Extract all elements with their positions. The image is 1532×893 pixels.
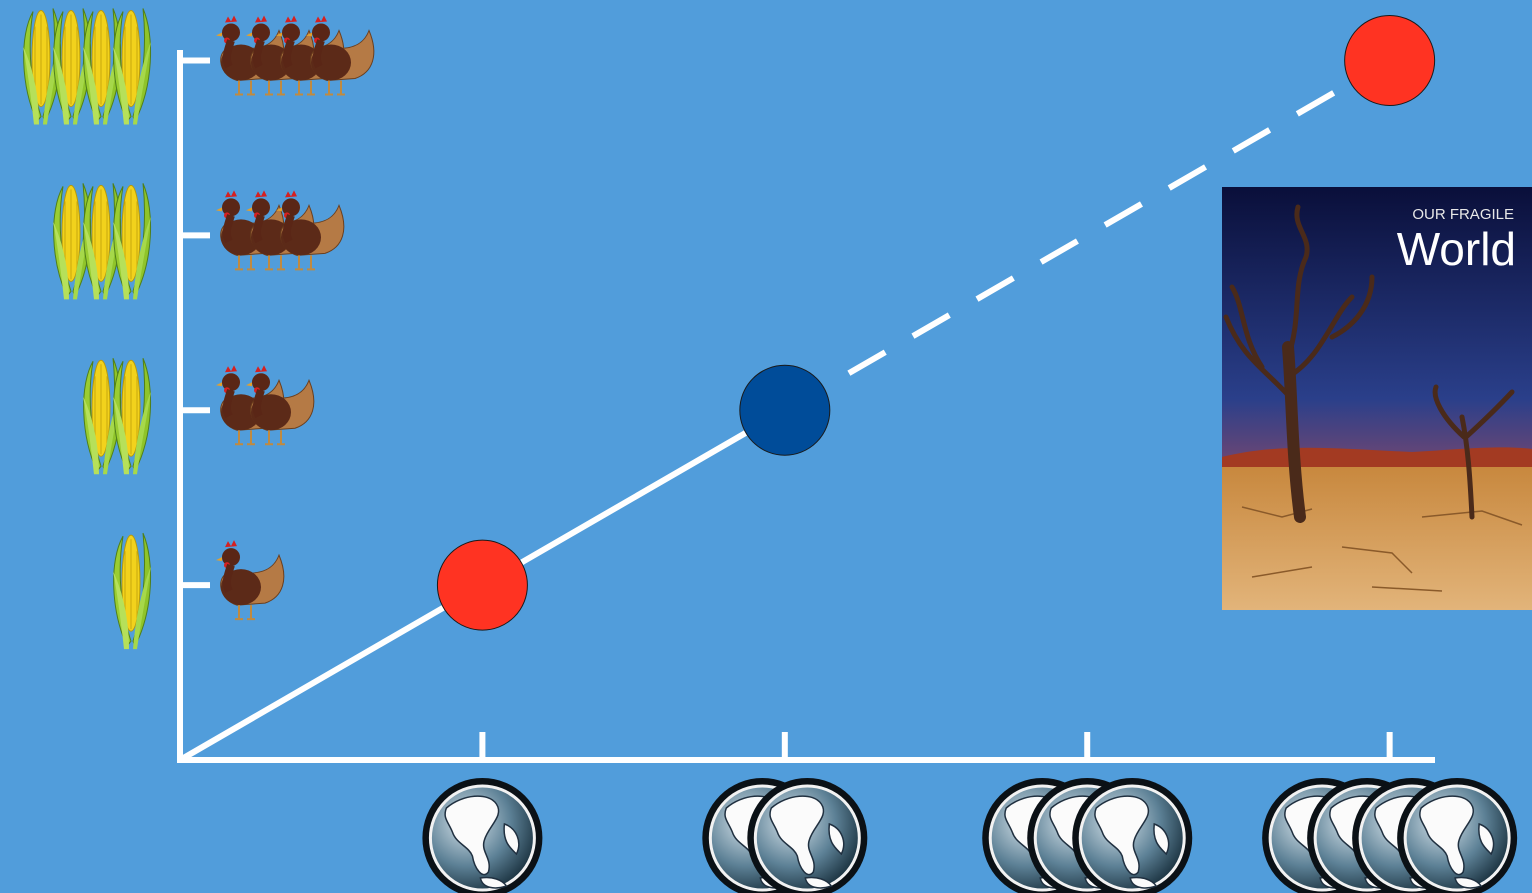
data-point [1344,14,1436,106]
x-tick-icons [980,776,1194,893]
corn-icon [112,532,152,650]
y-tick-icons [112,532,284,650]
data-point [436,539,528,631]
corn-icon [112,357,152,475]
x-tick-icons [700,776,869,893]
x-tick-icons [420,776,544,893]
chicken-icon [306,15,374,94]
y-tick-icons [52,182,344,300]
globe-icon [420,776,544,893]
book-title: World [1397,223,1516,275]
corn-icon [112,7,152,125]
x-tick-icons [1260,776,1519,893]
globe-icon [1070,776,1194,893]
corn-icon [112,182,152,300]
y-tick-icons [82,357,314,475]
globe-icon [745,776,869,893]
globe-icon [1395,776,1519,893]
line-segment [480,407,787,588]
chicken-icon [216,540,284,619]
book-title-line: OUR FRAGILE [1412,206,1514,223]
line-segment [178,582,484,763]
chicken-icon [246,365,314,444]
book-cover: OUR FRAGILE World [1222,187,1532,610]
chicken-icon [276,190,344,269]
data-point [739,364,831,456]
y-tick-icons [22,7,374,125]
